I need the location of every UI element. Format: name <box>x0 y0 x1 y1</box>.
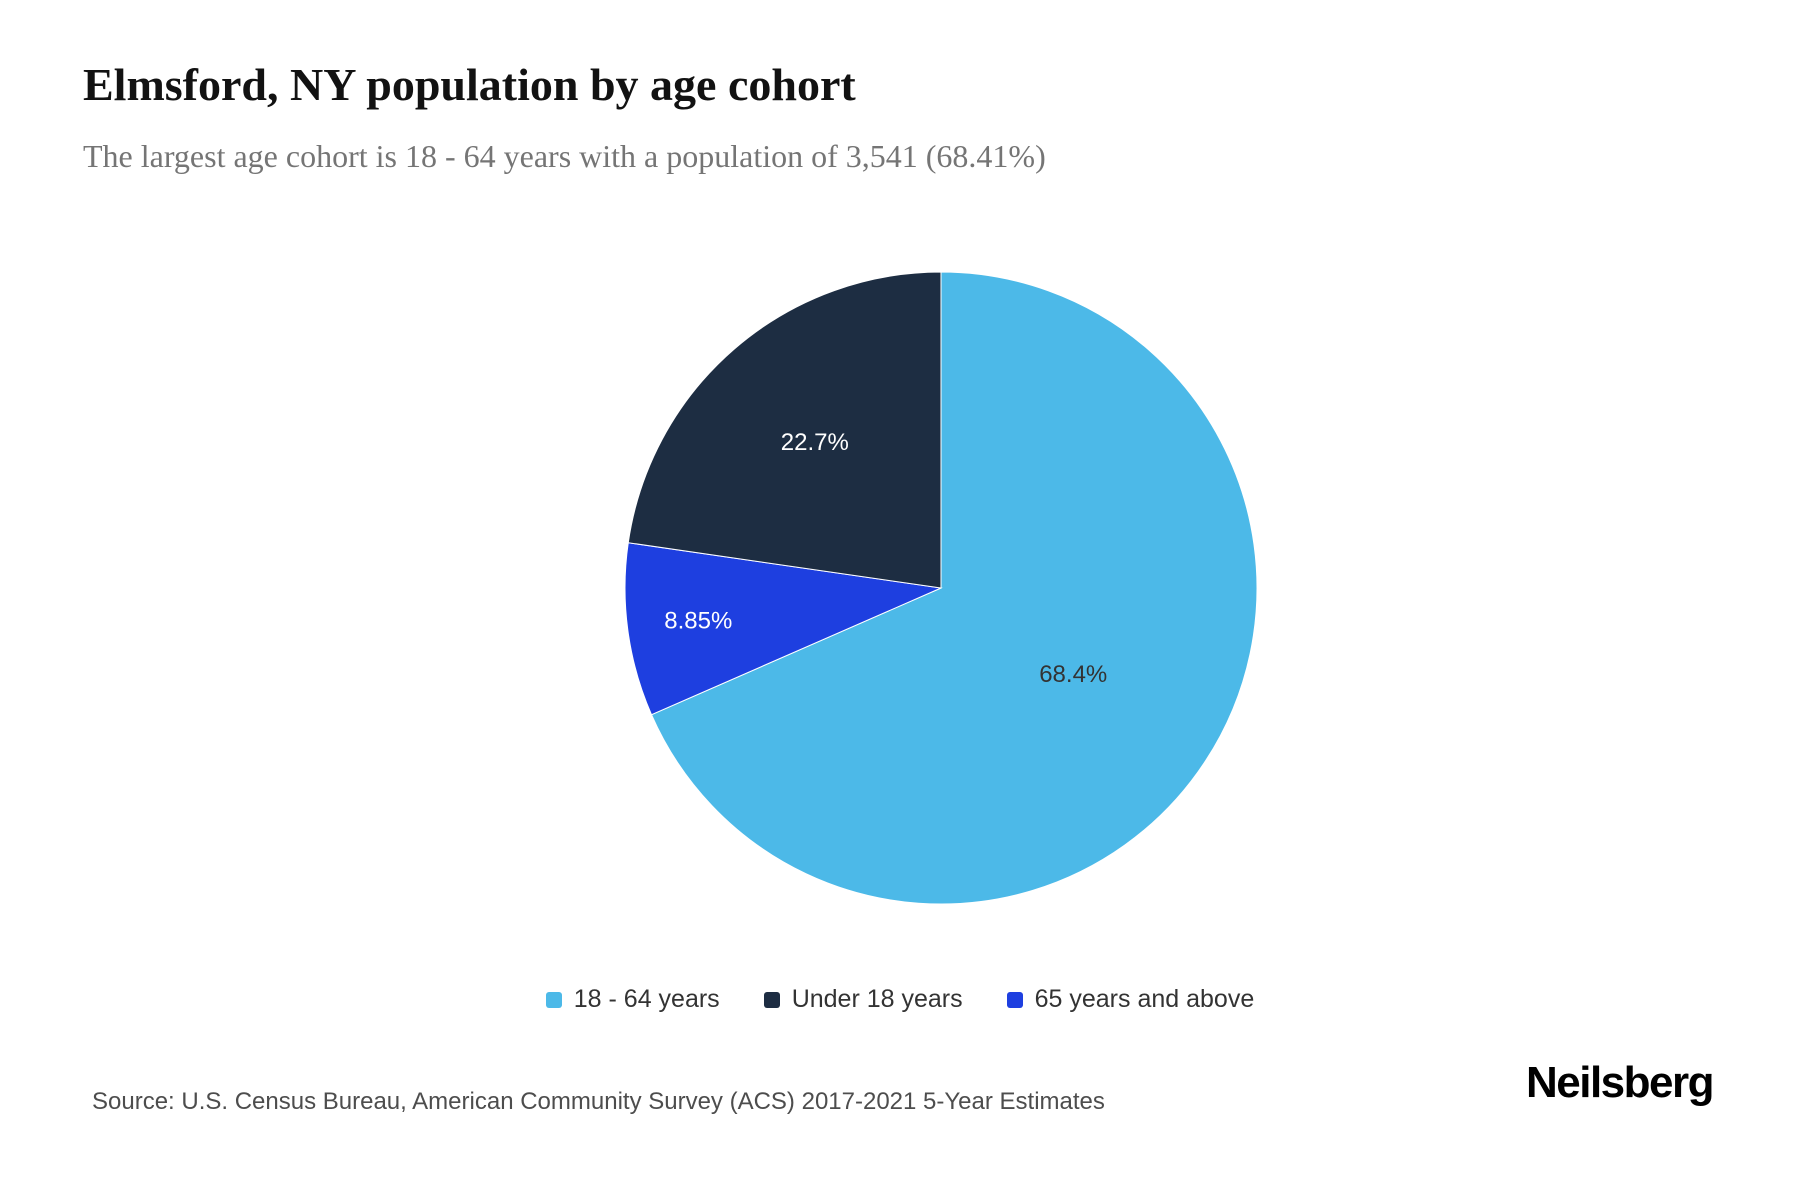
chart-subtitle: The largest age cohort is 18 - 64 years … <box>83 138 1046 174</box>
pie-slice-label-65-years-and-above: 8.85% <box>664 607 732 634</box>
source-note: Source: U.S. Census Bureau, American Com… <box>92 1088 1105 1115</box>
chart-title: Elmsford, NY population by age cohort <box>83 59 856 110</box>
pie-chart: 68.4% 8.85% 22.7% <box>624 271 1258 905</box>
legend-label-65-years-and-above: 65 years and above <box>1034 985 1255 1013</box>
pie-slice-18-64-years[interactable] <box>650 271 1258 905</box>
legend-swatch-65-years-and-above <box>1006 991 1023 1008</box>
legend-item-under-18-years[interactable]: Under 18 years <box>763 985 963 1014</box>
legend-label-under-18-years: Under 18 years <box>791 985 963 1013</box>
legend-item-65-years-and-above[interactable]: 65 years and above <box>1006 985 1255 1014</box>
legend: 18 - 64 years Under 18 years 65 years and … <box>0 985 1800 1014</box>
neilsberg-logo: Neilsberg <box>1525 1058 1715 1107</box>
legend-swatch-18-64-years <box>545 991 562 1008</box>
pie-slice-65-years-and-above[interactable] <box>624 542 943 716</box>
legend-swatch-under-18-years <box>763 991 780 1008</box>
pie-slice-label-18-64-years: 68.4% <box>1039 661 1107 688</box>
legend-item-18-64-years[interactable]: 18 - 64 years <box>545 985 720 1014</box>
legend-label-18-64-years: 18 - 64 years <box>573 985 720 1013</box>
pie-slice-label-under-18-years: 22.7% <box>781 429 849 456</box>
pie-slice-under-18-years[interactable] <box>627 271 942 589</box>
